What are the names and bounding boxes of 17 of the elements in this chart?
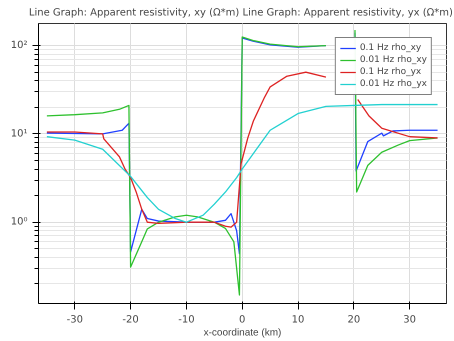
y-tick-label: 10¹ bbox=[10, 128, 28, 140]
x-tick-label: 30 bbox=[403, 314, 416, 326]
legend-label: 0.1 Hz rho_yx bbox=[360, 66, 422, 78]
chart-title: Line Graph: Apparent resistivity, xy (Ω*m) Line Graph: Apparent resistivity, yx (Ω*m) bbox=[28, 8, 454, 18]
x-tick-label: -30 bbox=[66, 314, 83, 326]
y-tick-label: 10⁰ bbox=[10, 216, 28, 228]
x-tick-label: 0 bbox=[239, 314, 246, 326]
x-tick-label: 20 bbox=[347, 314, 360, 326]
legend-label: 0.01 Hz rho_xy bbox=[360, 54, 427, 66]
line-series bbox=[46, 104, 438, 223]
x-axis-title: x-coordinate (km) bbox=[204, 328, 282, 338]
legend-label: 0.1 Hz rho_xy bbox=[360, 42, 422, 54]
x-tick-label: -10 bbox=[178, 314, 195, 326]
y-tick-label: 10² bbox=[10, 40, 28, 52]
legend-label: 0.01 Hz rho_yx bbox=[360, 78, 427, 90]
x-tick-label: 10 bbox=[292, 314, 304, 326]
x-tick-label: -20 bbox=[122, 314, 139, 326]
